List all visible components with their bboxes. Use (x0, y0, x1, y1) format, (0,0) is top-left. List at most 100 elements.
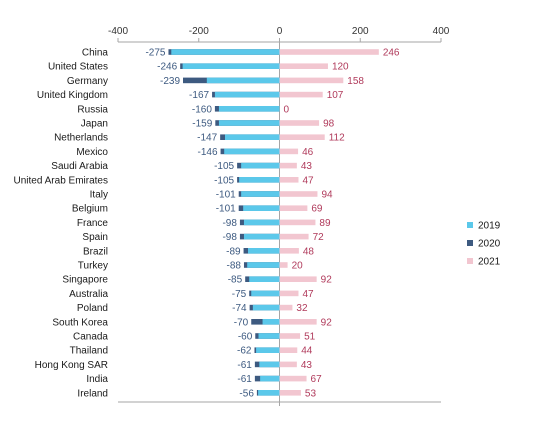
label-2021: 43 (301, 161, 313, 172)
category-label: United Arab Emirates (14, 175, 109, 186)
legend-swatch-2021 (467, 258, 473, 264)
bar-2019 (239, 177, 280, 183)
category-label: Canada (73, 332, 108, 343)
bar-2021 (279, 148, 299, 155)
bar-2019 (258, 390, 280, 396)
label-2020: -88 (227, 261, 242, 272)
bar-2021 (279, 219, 316, 226)
bar-2021 (279, 162, 297, 169)
category-label: South Korea (52, 317, 108, 328)
label-2021: 32 (296, 303, 308, 314)
bar-2019 (260, 375, 280, 382)
label-2021: 53 (305, 388, 317, 399)
label-2021: 92 (321, 275, 333, 286)
category-label: Spain (82, 232, 108, 243)
category-label: Poland (77, 303, 108, 314)
bar-2021 (279, 91, 323, 98)
label-2020: -60 (238, 332, 253, 343)
bar-2021 (279, 375, 307, 382)
label-2020: -101 (216, 190, 236, 201)
label-2020: -246 (157, 62, 177, 73)
category-label: Thailand (70, 346, 108, 357)
category-label: Singapore (62, 275, 108, 286)
label-2020: -105 (214, 175, 234, 186)
label-2021: 47 (302, 175, 314, 186)
label-2020: -160 (192, 104, 212, 115)
label-2020: -239 (160, 76, 180, 87)
category-label: China (82, 48, 109, 59)
label-2020: -98 (222, 218, 237, 229)
bar-2019 (259, 361, 280, 368)
bar-2019 (182, 63, 280, 69)
label-2020: -89 (226, 246, 241, 257)
bar-2021 (279, 77, 344, 84)
x-tick-label: 200 (352, 26, 369, 37)
bar-2019 (218, 106, 280, 112)
bar-2019 (256, 347, 280, 353)
category-label: Japan (81, 119, 108, 130)
label-2021: 43 (301, 360, 313, 371)
bar-2021 (279, 248, 299, 254)
label-2020: -98 (222, 232, 237, 243)
bar-2019 (224, 148, 280, 155)
label-2021: 51 (304, 332, 316, 343)
label-2020: -275 (145, 48, 165, 59)
category-label: Italy (90, 190, 108, 201)
label-2021: 98 (323, 119, 335, 130)
label-2021: 67 (311, 374, 323, 385)
category-label: United Kingdom (37, 90, 108, 101)
bar-2021 (279, 290, 299, 297)
bar-2019 (258, 333, 280, 339)
category-label: Russia (77, 104, 108, 115)
bar-2019 (218, 120, 280, 126)
bar-2019 (248, 248, 280, 254)
category-label: Belgium (72, 204, 108, 215)
bar-2019 (241, 191, 280, 197)
label-2020: -70 (234, 317, 249, 328)
bar-2021 (279, 63, 328, 69)
bar-2021 (279, 333, 301, 339)
bar-2019 (251, 290, 280, 297)
bar-2021 (279, 319, 317, 325)
label-2021: 48 (303, 246, 315, 257)
label-2021: 94 (321, 190, 333, 201)
legend-label-2021: 2021 (478, 257, 501, 268)
bar-2021 (279, 276, 317, 282)
label-2021: 47 (302, 289, 314, 300)
label-2021: 69 (311, 204, 323, 215)
legend-swatch-2020 (467, 240, 473, 246)
bar-2021 (279, 177, 299, 183)
category-label: Saudi Arabia (51, 161, 108, 172)
x-tick-label: -400 (108, 26, 128, 37)
label-2020: -62 (237, 346, 252, 357)
bar-2021 (279, 347, 298, 353)
bar-2021 (279, 205, 308, 211)
label-2021: 246 (383, 48, 400, 59)
label-2021: 120 (332, 62, 349, 73)
x-tick-label: -200 (189, 26, 209, 37)
label-2020: -56 (239, 388, 254, 399)
bar-2019 (171, 49, 280, 55)
bar-2019 (262, 319, 280, 325)
label-2021: 89 (319, 218, 331, 229)
label-2020: -167 (189, 90, 209, 101)
bar-2021 (279, 191, 318, 197)
category-label: Hong Kong SAR (35, 360, 108, 371)
bar-2019 (224, 134, 280, 140)
bar-2019 (206, 77, 280, 84)
label-2020: -74 (232, 303, 247, 314)
category-label: United States (48, 62, 108, 73)
legend-swatch-2019 (467, 222, 473, 228)
bar-2021 (279, 361, 297, 368)
category-label: Turkey (78, 261, 108, 272)
x-tick-label: 400 (433, 26, 450, 37)
bar-2021 (279, 134, 325, 140)
label-2020: -61 (237, 360, 252, 371)
bar-2021 (279, 120, 320, 126)
label-2020: -75 (232, 289, 247, 300)
category-label: Brazil (83, 246, 108, 257)
label-2021: 158 (347, 76, 364, 87)
category-label: France (77, 218, 109, 229)
bar-2019 (243, 205, 280, 211)
